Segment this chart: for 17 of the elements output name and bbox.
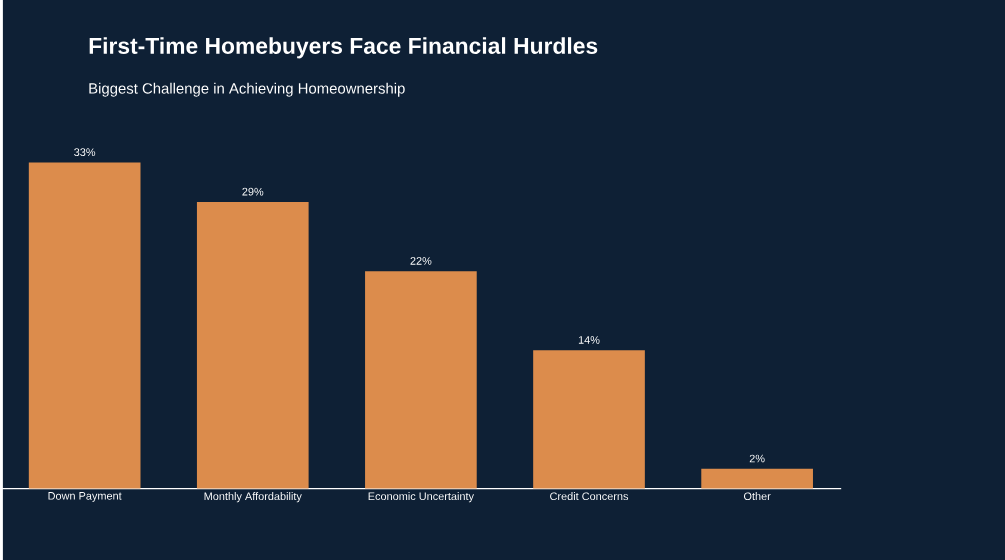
- x-tick-label: Monthly Affordability: [204, 491, 302, 503]
- data-label: 29%: [242, 187, 264, 196]
- bar: [533, 350, 645, 489]
- x-tick-label: Credit Concerns: [550, 491, 629, 500]
- data-label: 33%: [74, 148, 96, 156]
- bar: [28, 162, 141, 489]
- chart-title: First-Time Homebuyers Face Financial Hurdles: [89, 37, 598, 59]
- data-label: 22%: [410, 256, 432, 265]
- bar: [701, 468, 813, 489]
- x-tick-label: Economic Uncertainty: [368, 491, 474, 503]
- bar: [365, 271, 477, 489]
- chart-subtitle: Biggest Challenge in Achieving Homeownership: [89, 82, 405, 97]
- data-label: 2%: [749, 454, 765, 463]
- x-tick-label: Other: [743, 491, 771, 500]
- x-tick-label: Down Payment: [48, 491, 122, 502]
- data-label: 14%: [578, 335, 600, 344]
- bar: [196, 201, 309, 489]
